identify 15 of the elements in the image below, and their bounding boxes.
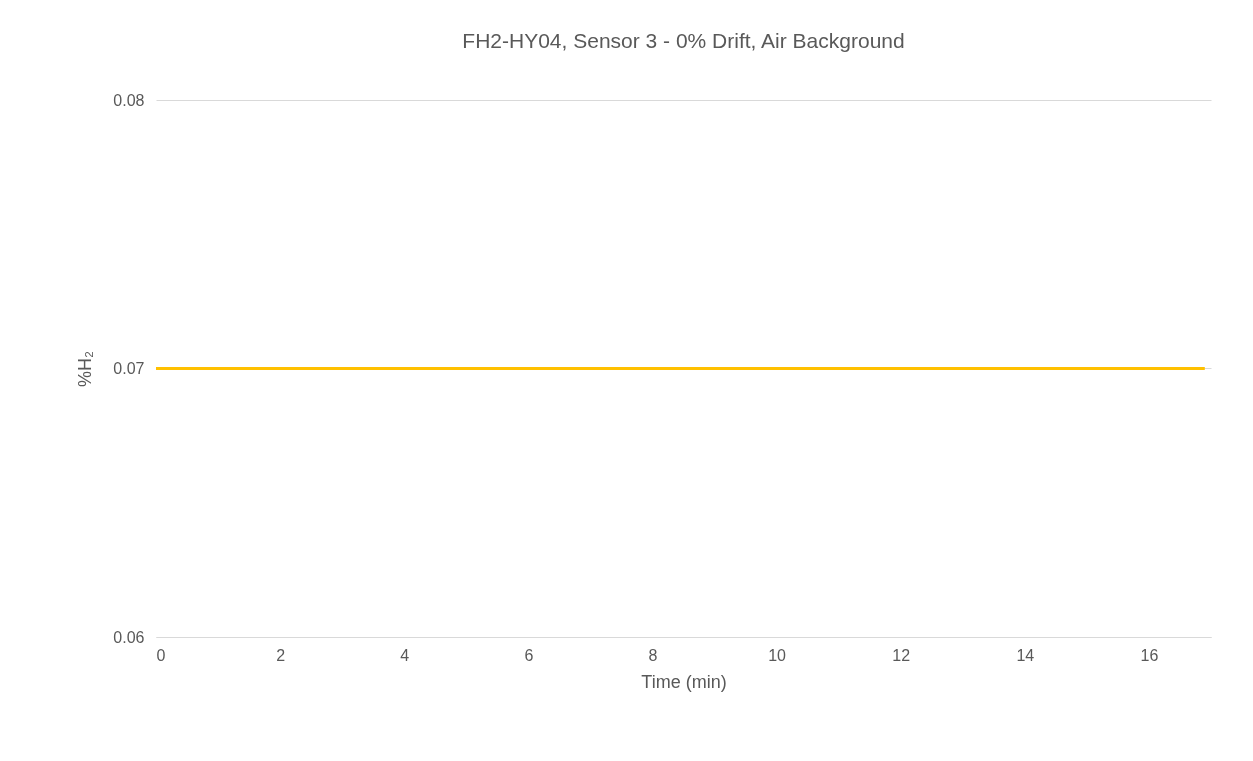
- x-axis-title: Time (min): [641, 671, 727, 692]
- y-tick-label: 0.07: [113, 360, 145, 377]
- x-tick-label: 10: [768, 646, 787, 664]
- x-tick-label: 4: [400, 646, 410, 664]
- chart-title: FH2-HY04, Sensor 3 - 0% Drift, Air Background: [462, 29, 905, 52]
- x-tick-label: 2: [276, 646, 286, 664]
- x-tick-label: 0: [156, 646, 166, 664]
- x-tick-label: 12: [892, 646, 911, 664]
- y-tick-label: 0.08: [113, 91, 145, 109]
- x-tick-label: 6: [524, 646, 534, 664]
- x-tick-label: 16: [1140, 646, 1159, 664]
- x-tick-label: 14: [1016, 646, 1035, 664]
- y-tick-label: 0.06: [113, 628, 145, 646]
- x-tick-label: 8: [648, 646, 658, 664]
- y-axis-title: %H₂: [75, 351, 96, 387]
